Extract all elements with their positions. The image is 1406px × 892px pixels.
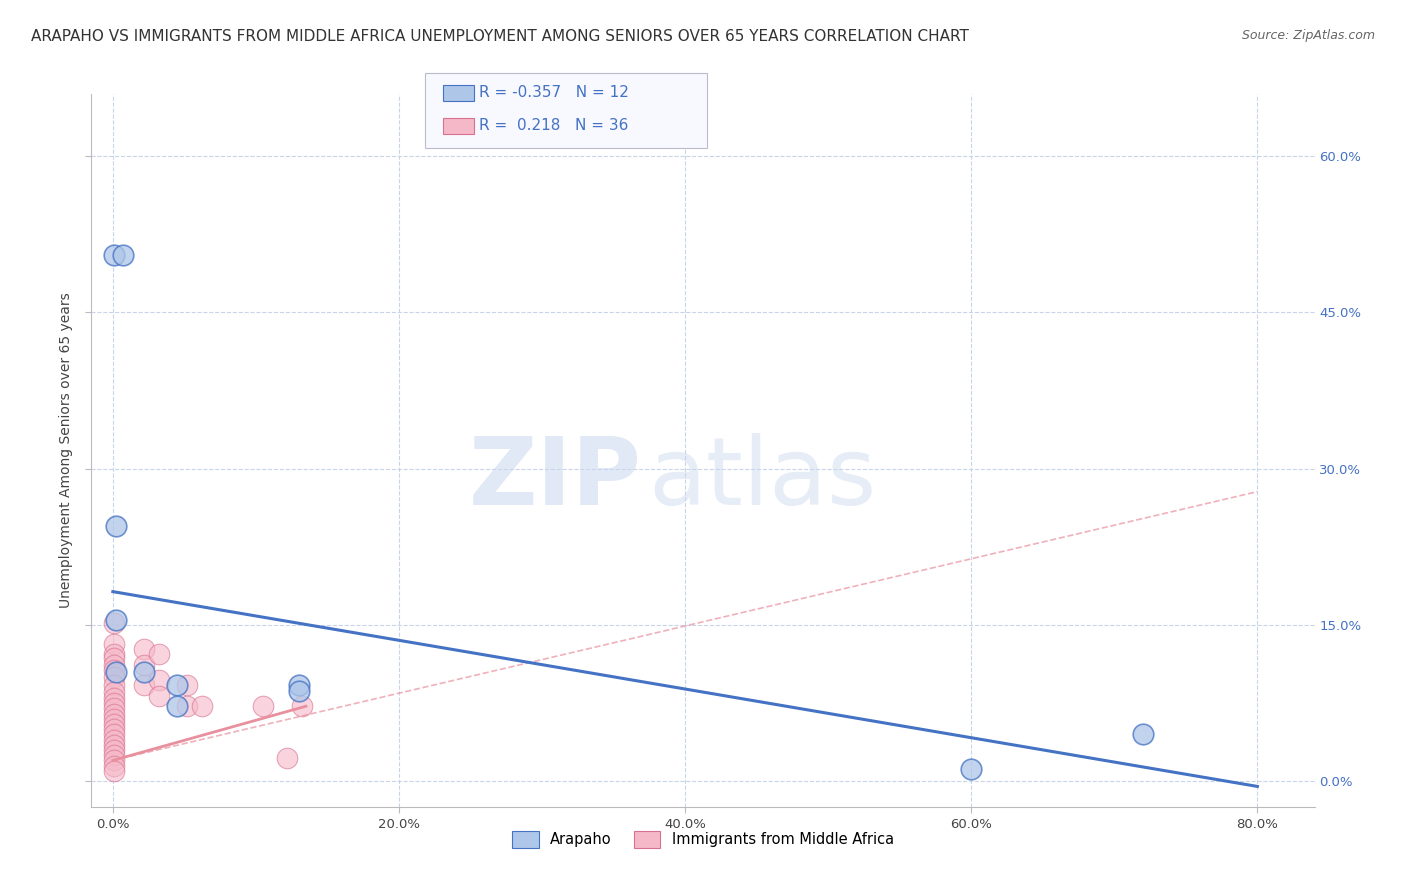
Point <box>148 689 170 703</box>
Text: ARAPAHO VS IMMIGRANTS FROM MIDDLE AFRICA UNEMPLOYMENT AMONG SENIORS OVER 65 YEAR: ARAPAHO VS IMMIGRANTS FROM MIDDLE AFRICA… <box>31 29 969 44</box>
Point <box>291 699 314 714</box>
Point <box>176 678 198 692</box>
Point <box>103 696 125 710</box>
Point <box>103 764 125 778</box>
Point <box>103 651 125 665</box>
Point <box>103 657 125 672</box>
Point <box>103 722 125 736</box>
Legend: Arapaho, Immigrants from Middle Africa: Arapaho, Immigrants from Middle Africa <box>506 825 900 854</box>
Point <box>103 727 125 741</box>
Point <box>103 706 125 721</box>
Text: Source: ZipAtlas.com: Source: ZipAtlas.com <box>1241 29 1375 42</box>
Point <box>148 673 170 688</box>
Point <box>103 753 125 767</box>
Point <box>111 248 134 262</box>
Text: R =  0.218   N = 36: R = 0.218 N = 36 <box>479 119 628 133</box>
Point <box>103 663 125 677</box>
Point <box>1132 727 1154 741</box>
Y-axis label: Unemployment Among Seniors over 65 years: Unemployment Among Seniors over 65 years <box>59 293 73 608</box>
Point <box>103 690 125 705</box>
Point <box>252 699 274 714</box>
Point <box>960 762 983 776</box>
Point <box>166 699 188 714</box>
Point <box>103 717 125 731</box>
Point <box>176 699 198 714</box>
Point <box>103 738 125 752</box>
Point <box>103 615 125 630</box>
Point <box>104 613 127 627</box>
Point <box>148 647 170 661</box>
Point <box>103 670 125 684</box>
Point <box>104 519 127 533</box>
Point <box>166 678 188 692</box>
Point <box>134 665 156 679</box>
Point <box>134 641 156 656</box>
Point <box>103 748 125 763</box>
Text: ZIP: ZIP <box>470 433 643 525</box>
Point <box>134 678 156 692</box>
Point <box>103 684 125 698</box>
Text: R = -0.357   N = 12: R = -0.357 N = 12 <box>479 86 630 100</box>
Point <box>190 699 212 714</box>
Point <box>103 678 125 692</box>
Point <box>103 712 125 726</box>
Point <box>103 248 125 262</box>
Text: atlas: atlas <box>648 433 876 525</box>
Point <box>103 647 125 661</box>
Point <box>103 732 125 747</box>
Point <box>288 683 311 698</box>
Point <box>103 701 125 715</box>
Point <box>288 678 311 692</box>
Point <box>104 665 127 679</box>
Point <box>103 637 125 651</box>
Point <box>103 743 125 757</box>
Point <box>276 751 298 765</box>
Point <box>134 657 156 672</box>
Point <box>103 758 125 772</box>
